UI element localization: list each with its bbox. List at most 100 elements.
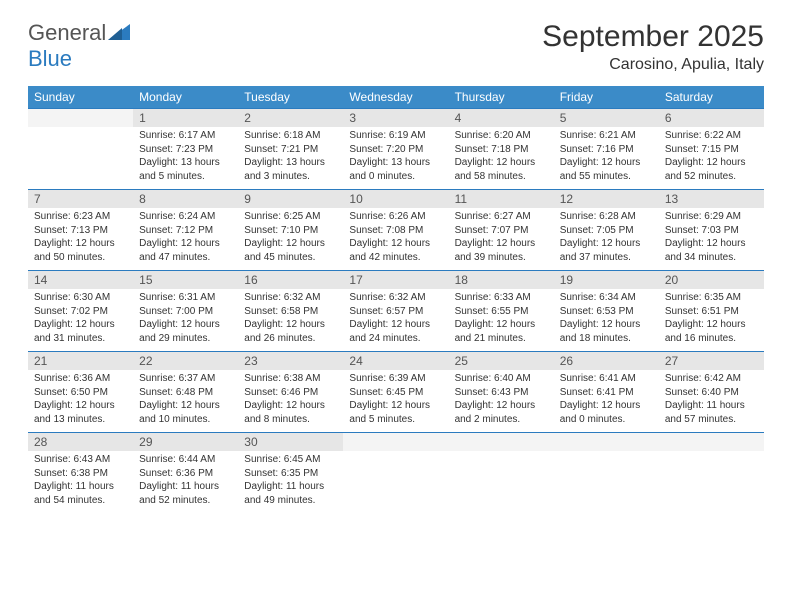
day-details: Sunrise: 6:33 AMSunset: 6:55 PMDaylight:…	[449, 289, 554, 351]
sunrise-text: Sunrise: 6:32 AM	[244, 291, 337, 305]
sunrise-text: Sunrise: 6:32 AM	[349, 291, 442, 305]
day-header: Monday	[133, 86, 238, 109]
day-cell: Sunrise: 6:32 AMSunset: 6:58 PMDaylight:…	[238, 289, 343, 352]
day-cell: Sunrise: 6:34 AMSunset: 6:53 PMDaylight:…	[554, 289, 659, 352]
day-header: Saturday	[659, 86, 764, 109]
sunset-text: Sunset: 7:13 PM	[34, 224, 127, 238]
day-number: 9	[238, 190, 343, 209]
daylight-text: Daylight: 13 hours and 3 minutes.	[244, 156, 337, 183]
sunrise-text: Sunrise: 6:20 AM	[455, 129, 548, 143]
day-details: Sunrise: 6:20 AMSunset: 7:18 PMDaylight:…	[449, 127, 554, 189]
day-details-row: Sunrise: 6:36 AMSunset: 6:50 PMDaylight:…	[28, 370, 764, 433]
daylight-text: Daylight: 12 hours and 13 minutes.	[34, 399, 127, 426]
sunrise-text: Sunrise: 6:18 AM	[244, 129, 337, 143]
daylight-text: Daylight: 12 hours and 52 minutes.	[665, 156, 758, 183]
day-cell: Sunrise: 6:36 AMSunset: 6:50 PMDaylight:…	[28, 370, 133, 433]
sunset-text: Sunset: 7:12 PM	[139, 224, 232, 238]
daylight-text: Daylight: 12 hours and 39 minutes.	[455, 237, 548, 264]
sunrise-text: Sunrise: 6:30 AM	[34, 291, 127, 305]
location: Carosino, Apulia, Italy	[542, 56, 764, 74]
day-number: 15	[133, 271, 238, 290]
day-cell: Sunrise: 6:38 AMSunset: 6:46 PMDaylight:…	[238, 370, 343, 433]
day-number-row: 14151617181920	[28, 271, 764, 290]
daylight-text: Daylight: 12 hours and 10 minutes.	[139, 399, 232, 426]
day-details: Sunrise: 6:41 AMSunset: 6:41 PMDaylight:…	[554, 370, 659, 432]
sunrise-text: Sunrise: 6:28 AM	[560, 210, 653, 224]
day-header: Sunday	[28, 86, 133, 109]
day-details: Sunrise: 6:44 AMSunset: 6:36 PMDaylight:…	[133, 451, 238, 513]
daylight-text: Daylight: 13 hours and 0 minutes.	[349, 156, 442, 183]
day-number-row: 78910111213	[28, 190, 764, 209]
sunset-text: Sunset: 6:50 PM	[34, 386, 127, 400]
day-cell: Sunrise: 6:45 AMSunset: 6:35 PMDaylight:…	[238, 451, 343, 513]
sunrise-text: Sunrise: 6:37 AM	[139, 372, 232, 386]
day-cell	[28, 127, 133, 190]
day-number-row: 123456	[28, 109, 764, 128]
day-details: Sunrise: 6:18 AMSunset: 7:21 PMDaylight:…	[238, 127, 343, 189]
day-cell: Sunrise: 6:25 AMSunset: 7:10 PMDaylight:…	[238, 208, 343, 271]
daylight-text: Daylight: 11 hours and 54 minutes.	[34, 480, 127, 507]
daylight-text: Daylight: 12 hours and 18 minutes.	[560, 318, 653, 345]
day-number: 29	[133, 433, 238, 452]
title-block: September 2025 Carosino, Apulia, Italy	[542, 20, 764, 74]
sunset-text: Sunset: 6:38 PM	[34, 467, 127, 481]
day-header-row: SundayMondayTuesdayWednesdayThursdayFrid…	[28, 86, 764, 109]
day-cell: Sunrise: 6:41 AMSunset: 6:41 PMDaylight:…	[554, 370, 659, 433]
header: General Blue September 2025 Carosino, Ap…	[28, 20, 764, 74]
day-details: Sunrise: 6:38 AMSunset: 6:46 PMDaylight:…	[238, 370, 343, 432]
day-details: Sunrise: 6:28 AMSunset: 7:05 PMDaylight:…	[554, 208, 659, 270]
day-number-row: 282930	[28, 433, 764, 452]
daylight-text: Daylight: 12 hours and 50 minutes.	[34, 237, 127, 264]
day-details: Sunrise: 6:17 AMSunset: 7:23 PMDaylight:…	[133, 127, 238, 189]
day-number: 6	[659, 109, 764, 128]
day-header: Tuesday	[238, 86, 343, 109]
calendar-table: SundayMondayTuesdayWednesdayThursdayFrid…	[28, 86, 764, 513]
day-details-row: Sunrise: 6:30 AMSunset: 7:02 PMDaylight:…	[28, 289, 764, 352]
sunrise-text: Sunrise: 6:27 AM	[455, 210, 548, 224]
sunrise-text: Sunrise: 6:21 AM	[560, 129, 653, 143]
day-cell: Sunrise: 6:44 AMSunset: 6:36 PMDaylight:…	[133, 451, 238, 513]
daylight-text: Daylight: 12 hours and 21 minutes.	[455, 318, 548, 345]
sunset-text: Sunset: 7:05 PM	[560, 224, 653, 238]
day-number: 17	[343, 271, 448, 290]
sunset-text: Sunset: 6:55 PM	[455, 305, 548, 319]
day-cell	[343, 451, 448, 513]
sunset-text: Sunset: 6:58 PM	[244, 305, 337, 319]
daylight-text: Daylight: 13 hours and 5 minutes.	[139, 156, 232, 183]
day-number: 7	[28, 190, 133, 209]
sunset-text: Sunset: 7:08 PM	[349, 224, 442, 238]
day-number: 24	[343, 352, 448, 371]
sunrise-text: Sunrise: 6:29 AM	[665, 210, 758, 224]
sunset-text: Sunset: 7:07 PM	[455, 224, 548, 238]
day-details: Sunrise: 6:45 AMSunset: 6:35 PMDaylight:…	[238, 451, 343, 513]
day-number: 18	[449, 271, 554, 290]
day-number: 11	[449, 190, 554, 209]
sunset-text: Sunset: 6:35 PM	[244, 467, 337, 481]
sunset-text: Sunset: 6:40 PM	[665, 386, 758, 400]
sunset-text: Sunset: 6:48 PM	[139, 386, 232, 400]
daylight-text: Daylight: 12 hours and 24 minutes.	[349, 318, 442, 345]
sunrise-text: Sunrise: 6:23 AM	[34, 210, 127, 224]
sunset-text: Sunset: 7:00 PM	[139, 305, 232, 319]
day-number	[449, 433, 554, 452]
daylight-text: Daylight: 12 hours and 26 minutes.	[244, 318, 337, 345]
daylight-text: Daylight: 12 hours and 34 minutes.	[665, 237, 758, 264]
day-number: 25	[449, 352, 554, 371]
day-details: Sunrise: 6:29 AMSunset: 7:03 PMDaylight:…	[659, 208, 764, 270]
daylight-text: Daylight: 11 hours and 52 minutes.	[139, 480, 232, 507]
day-cell: Sunrise: 6:26 AMSunset: 7:08 PMDaylight:…	[343, 208, 448, 271]
day-cell	[659, 451, 764, 513]
day-details-row: Sunrise: 6:17 AMSunset: 7:23 PMDaylight:…	[28, 127, 764, 190]
daylight-text: Daylight: 12 hours and 0 minutes.	[560, 399, 653, 426]
day-cell: Sunrise: 6:33 AMSunset: 6:55 PMDaylight:…	[449, 289, 554, 352]
sunset-text: Sunset: 7:10 PM	[244, 224, 337, 238]
daylight-text: Daylight: 12 hours and 29 minutes.	[139, 318, 232, 345]
daylight-text: Daylight: 12 hours and 45 minutes.	[244, 237, 337, 264]
sunrise-text: Sunrise: 6:17 AM	[139, 129, 232, 143]
day-number: 8	[133, 190, 238, 209]
day-details: Sunrise: 6:22 AMSunset: 7:15 PMDaylight:…	[659, 127, 764, 189]
day-details: Sunrise: 6:34 AMSunset: 6:53 PMDaylight:…	[554, 289, 659, 351]
day-number: 22	[133, 352, 238, 371]
day-header: Wednesday	[343, 86, 448, 109]
daylight-text: Daylight: 12 hours and 2 minutes.	[455, 399, 548, 426]
